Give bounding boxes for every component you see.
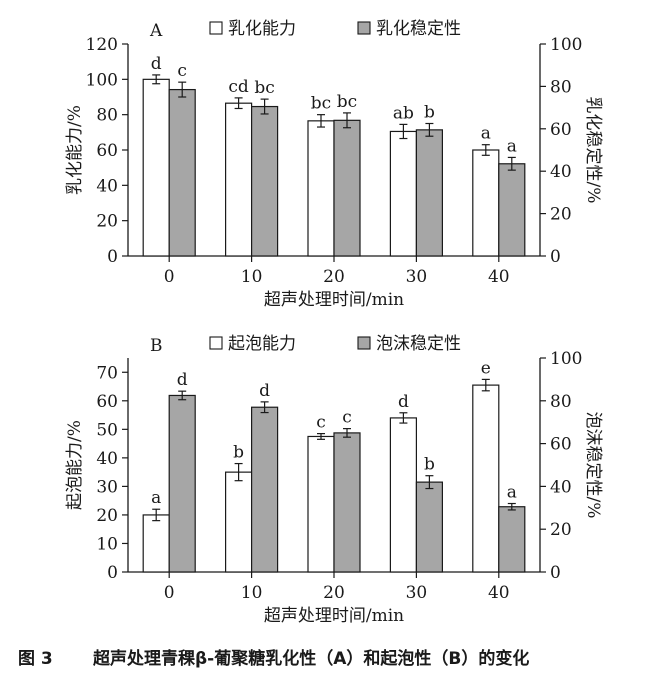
panel-b-bar-secondary bbox=[498, 506, 526, 573]
panel-b-significance-letter: d bbox=[259, 381, 270, 401]
panel-a-y-axis-left-title: 乳化能力/% bbox=[65, 105, 85, 195]
panel-b-significance-letter: b bbox=[233, 443, 244, 463]
panel-b-y-right-tick-label: 60 bbox=[550, 435, 572, 455]
panel-a-significance-letter: a bbox=[481, 124, 491, 144]
panel-b-bar-secondary bbox=[333, 432, 361, 573]
panel-a-bar-primary bbox=[142, 78, 170, 257]
panel-b-y-left-tick-label: 20 bbox=[96, 506, 118, 526]
panel-b-x-tick-label: 30 bbox=[406, 583, 428, 603]
panel-b-y-right-tick-label: 20 bbox=[550, 520, 572, 540]
panel-b-y-left-tick-label: 30 bbox=[96, 477, 118, 497]
panel-b-legend-swatch-secondary bbox=[357, 336, 371, 350]
panel-a-y-right-tick-label: 80 bbox=[550, 77, 572, 97]
panel-a-legend-swatch-secondary bbox=[357, 21, 371, 35]
panel-b-significance-letter: a bbox=[151, 488, 161, 508]
panel-b-x-tick-label: 0 bbox=[164, 583, 175, 603]
panel-a-y-left-tick-label: 0 bbox=[107, 247, 118, 267]
panel-a-significance-letter: b bbox=[424, 103, 435, 123]
panel-a-y-right-tick-label: 60 bbox=[550, 120, 572, 140]
panel-a-y-left-tick-label: 120 bbox=[86, 35, 118, 55]
panel-a-y-left-tick-label: 100 bbox=[86, 70, 118, 90]
panel-b-y-right-tick-label: 100 bbox=[550, 349, 582, 369]
panel-a-bar-secondary bbox=[251, 105, 279, 257]
panel-a-x-tick-label: 30 bbox=[406, 267, 428, 287]
panel-b-significance-letter: c bbox=[342, 408, 352, 428]
panel-a-x-axis-title: 超声处理时间/min bbox=[264, 290, 404, 310]
panel-a-bar-secondary bbox=[333, 119, 361, 257]
panel-b-y-axis-left-title: 起泡能力/% bbox=[65, 420, 85, 510]
caption-label: 图 3 bbox=[18, 649, 53, 669]
panel-b-bar-primary bbox=[472, 384, 500, 573]
panel-a-y-left-tick-label: 60 bbox=[96, 141, 118, 161]
panel-b-significance-letter: d bbox=[398, 392, 409, 412]
panel-b-y-left-tick-label: 60 bbox=[96, 392, 118, 412]
panel-b-significance-letter: d bbox=[177, 370, 188, 390]
panel-b-significance-letter: a bbox=[507, 483, 517, 503]
panel-b-x-axis-title: 超声处理时间/min bbox=[264, 606, 404, 626]
panel-b-y-left-tick-label: 0 bbox=[107, 563, 118, 583]
panel-a-significance-letter: ab bbox=[393, 103, 414, 123]
panel-a-y-right-tick-label: 0 bbox=[550, 247, 561, 267]
panel-a-bar-secondary bbox=[168, 88, 196, 257]
panel-a-y-right-tick-label: 40 bbox=[550, 162, 572, 182]
panel-a-bar-primary bbox=[472, 149, 500, 257]
panel-b-y-left-tick-label: 10 bbox=[96, 534, 118, 554]
panel-b-y-right-tick-label: 80 bbox=[550, 392, 572, 412]
panel-b-bar-primary bbox=[307, 435, 335, 573]
panel-a-y-left-tick-label: 20 bbox=[96, 212, 118, 232]
panel-b-legend-swatch-primary bbox=[209, 336, 223, 350]
panel-b-significance-letter: b bbox=[424, 455, 435, 475]
panel-a-x-tick-label: 20 bbox=[323, 267, 345, 287]
panel-b-y-axis-right-title: 泡沫稳定性/% bbox=[583, 412, 603, 519]
panel-a-bar-secondary bbox=[415, 129, 443, 257]
panel-a-significance-letter: bc bbox=[311, 94, 331, 114]
caption-text: 超声处理青稞β-葡聚糖乳化性（A）和起泡性（B）的变化 bbox=[93, 648, 529, 669]
panel-a-x-tick-label: 0 bbox=[164, 267, 175, 287]
panel-a-bar-primary bbox=[225, 102, 253, 257]
panel-a-bar-primary bbox=[307, 120, 335, 257]
panel-b-bar-secondary bbox=[251, 406, 279, 573]
panel-b-y-left-tick-label: 50 bbox=[96, 420, 118, 440]
panel-b-y-left-tick-label: 40 bbox=[96, 449, 118, 469]
panel-b-significance-letter: c bbox=[316, 413, 326, 433]
panel-b-x-tick-label: 40 bbox=[488, 583, 510, 603]
panel-a-significance-letter: d bbox=[151, 54, 162, 74]
panel-a-significance-letter: cd bbox=[228, 77, 249, 97]
panel-b-bar-secondary bbox=[168, 394, 196, 573]
panel-a-y-axis-right-title: 乳化稳定性/% bbox=[583, 97, 603, 204]
panel-a-significance-letter: bc bbox=[337, 92, 357, 112]
panel-b-bar-secondary bbox=[415, 481, 443, 573]
panel-b-y-left-tick-label: 70 bbox=[96, 363, 118, 383]
panel-a-bar-primary bbox=[389, 130, 417, 257]
panel-a-panel-letter: A bbox=[149, 21, 163, 41]
panel-a-legend-swatch-primary bbox=[209, 21, 223, 35]
panel-a-y-left-tick-label: 80 bbox=[96, 106, 118, 126]
panel-a-x-tick-label: 40 bbox=[488, 267, 510, 287]
panel-a-significance-letter: bc bbox=[254, 78, 274, 98]
panel-a-legend-label-primary: 乳化能力 bbox=[228, 19, 296, 39]
panel-a-y-right-tick-label: 20 bbox=[550, 205, 572, 225]
panel-a-significance-letter: c bbox=[177, 61, 187, 81]
chart-panel-b: 0 10 20 30 40 50 60 70 0 20 40 60 80 100 0 10 20 30 40 a b c d… bbox=[65, 334, 603, 626]
panel-b-legend-label-primary: 起泡能力 bbox=[228, 334, 296, 354]
panel-b-legend-label-secondary: 泡沫稳定性 bbox=[376, 334, 461, 354]
panel-b-bar-primary bbox=[389, 417, 417, 573]
panel-b-x-tick-label: 20 bbox=[323, 583, 345, 603]
panel-b-bar-primary bbox=[142, 514, 170, 573]
panel-a-y-left-tick-label: 40 bbox=[96, 176, 118, 196]
panel-a-legend-label-secondary: 乳化稳定性 bbox=[376, 19, 461, 39]
panel-b-panel-letter: B bbox=[150, 336, 163, 356]
panel-a-significance-letter: a bbox=[507, 136, 517, 156]
panel-b-y-right-tick-label: 40 bbox=[550, 477, 572, 497]
panel-b-significance-letter: e bbox=[481, 358, 491, 378]
panel-b-bar-primary bbox=[225, 471, 253, 573]
panel-b-y-right-tick-label: 0 bbox=[550, 563, 561, 583]
panel-a-bar-secondary bbox=[498, 163, 526, 257]
panel-a-x-tick-label: 10 bbox=[241, 267, 263, 287]
figure-caption: 图 3 超声处理青稞β-葡聚糖乳化性（A）和起泡性（B）的变化 bbox=[18, 648, 529, 669]
panel-b-x-tick-label: 10 bbox=[241, 583, 263, 603]
panel-a-y-right-tick-label: 100 bbox=[550, 35, 582, 55]
